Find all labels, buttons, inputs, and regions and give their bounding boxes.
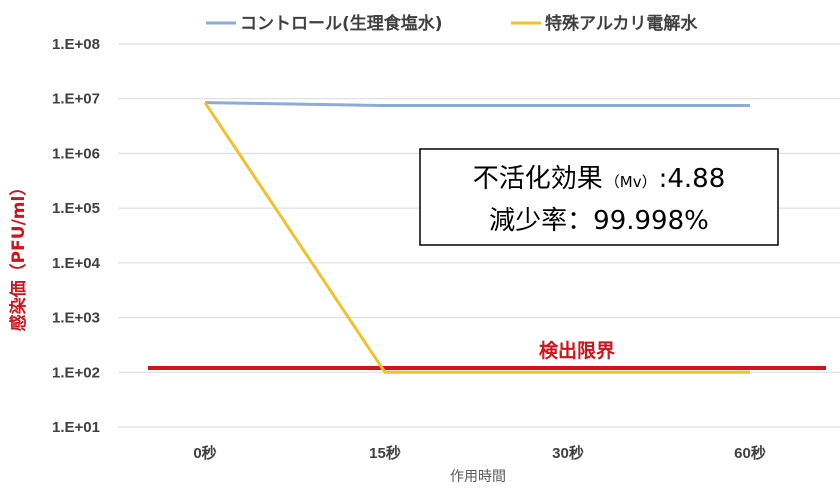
x-tick-label: 60秒 [734, 444, 766, 462]
y-tick-label: 1.E+04 [52, 255, 101, 272]
x-tick-label: 30秒 [552, 444, 584, 462]
annotation-inactivation-label: 不活化効果 [473, 164, 603, 194]
annotation-mv-label: （Mv） [605, 173, 657, 191]
y-axis-ticks: 1.E+01 1.E+02 1.E+03 1.E+04 1.E+05 1.E+06 1.E+… [52, 36, 101, 436]
annotation-line-2: 減少率：99.998% [489, 206, 709, 236]
annotation-box: 不活化効果 （Mv）:4.88 減少率：99.998% [419, 148, 779, 246]
y-tick-label: 1.E+01 [52, 419, 100, 436]
annotation-border [419, 148, 779, 246]
y-tick-label: 1.E+02 [52, 364, 100, 381]
series-line-alkaline [203, 101, 750, 374]
legend-label-control: コントロール(生理食塩水) [240, 13, 443, 34]
x-tick-label: 0秒 [193, 444, 216, 462]
x-axis-ticks: 0秒 15秒 30秒 60秒 [193, 444, 766, 462]
legend-label-alkaline: 特殊アルカリ電解水 [545, 13, 698, 34]
y-tick-label: 1.E+06 [52, 145, 100, 162]
x-axis-title: 作用時間 [450, 469, 506, 485]
y-axis-title: 感染価（PFU/ml） [8, 179, 29, 332]
y-tick-label: 1.E+08 [52, 36, 100, 53]
annotation-mv-value: :4.88 [659, 164, 726, 194]
series-line-control [204, 101, 750, 108]
legend: コントロール(生理食塩水) 特殊アルカリ電解水 [206, 13, 698, 34]
y-tick-label: 1.E+03 [52, 310, 100, 327]
x-tick-label: 15秒 [369, 444, 401, 462]
annotation-line-1: 不活化効果 （Mv）:4.88 [473, 164, 726, 194]
series-layer [203, 101, 750, 374]
y-tick-label: 1.E+07 [52, 91, 100, 108]
y-tick-label: 1.E+05 [52, 200, 100, 217]
detection-limit-label: 検出限界 [539, 339, 615, 362]
